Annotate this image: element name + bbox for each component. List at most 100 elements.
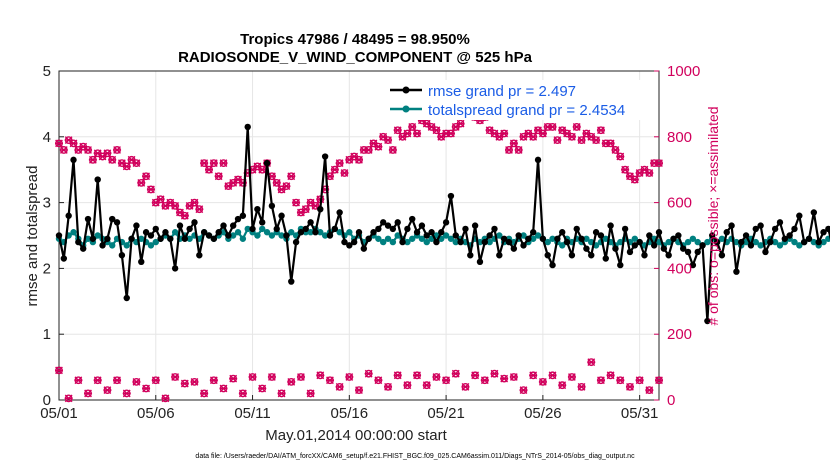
obs-assimilated-point xyxy=(132,159,141,168)
series-point xyxy=(196,252,203,259)
obs-assimilated-point xyxy=(84,389,93,398)
series-point xyxy=(200,229,208,236)
obs-assimilated-point xyxy=(88,155,97,164)
obs-assimilated-point xyxy=(616,376,625,385)
series-point xyxy=(694,238,701,246)
series-point xyxy=(138,258,145,266)
x-tick-label: 05/31 xyxy=(621,405,659,422)
obs-assimilated-point xyxy=(611,146,620,154)
series-point xyxy=(428,229,435,236)
series-point xyxy=(244,225,251,233)
legend-rmse-marker xyxy=(402,86,410,94)
obs-assimilated-point xyxy=(137,178,146,187)
series-point xyxy=(404,225,411,233)
series-point xyxy=(496,252,503,259)
obs-assimilated-point xyxy=(442,376,451,385)
obs-assimilated-point xyxy=(84,146,93,154)
obs-assimilated-point xyxy=(630,175,639,184)
x-tick-label: 05/26 xyxy=(524,405,562,422)
series-point xyxy=(534,232,542,239)
series-point xyxy=(113,219,121,226)
obs-assimilated-point xyxy=(587,358,596,367)
obs-assimilated-point xyxy=(113,376,122,385)
obs-assimilated-point xyxy=(142,172,151,181)
obs-assimilated-point xyxy=(500,374,509,383)
obs-assimilated-point xyxy=(529,132,538,141)
obs-assimilated-point xyxy=(553,136,562,144)
x-tick-label: 05/21 xyxy=(427,405,465,422)
series-point xyxy=(94,232,101,239)
series-point xyxy=(675,232,682,239)
y-axis-right-label: # of obs: o=possible; ×=assimilated xyxy=(705,106,721,325)
obs-assimilated-point xyxy=(384,136,393,144)
series-point xyxy=(118,252,126,259)
x-tick-label: 05/01 xyxy=(40,405,78,422)
series-point xyxy=(757,222,764,229)
obs-assimilated-point xyxy=(205,165,213,174)
series-point xyxy=(597,232,605,239)
obs-assimilated-point xyxy=(408,123,417,131)
series-point xyxy=(588,252,595,259)
series-point xyxy=(288,229,295,236)
series-point xyxy=(491,225,498,233)
series-point xyxy=(360,245,368,252)
series-point xyxy=(336,209,343,216)
obs-assimilated-point xyxy=(403,129,412,138)
series-point xyxy=(413,229,421,236)
y-left-tick-label: 1 xyxy=(43,326,51,343)
obs-assimilated-point xyxy=(103,149,112,158)
series-point xyxy=(307,229,314,236)
series-point xyxy=(573,225,580,233)
series-point xyxy=(796,212,803,219)
series-point xyxy=(471,222,479,229)
series-point xyxy=(704,238,711,246)
obs-assimilated-point xyxy=(577,136,586,144)
obs-assimilated-point xyxy=(509,139,518,148)
series-point xyxy=(718,252,726,259)
obs-assimilated-point xyxy=(364,146,373,154)
series-point xyxy=(670,235,677,242)
obs-assimilated-point xyxy=(200,159,209,168)
obs-assimilated-point xyxy=(335,382,344,391)
series-point xyxy=(171,265,179,272)
series-point xyxy=(418,235,426,242)
series-point xyxy=(684,238,692,246)
series-point xyxy=(767,238,774,246)
series-point xyxy=(452,232,459,239)
obs-assimilated-point xyxy=(306,389,315,398)
series-point xyxy=(70,229,77,236)
chart-title-line2: RADIOSONDE_V_WIND_COMPONENT @ 525 hPa xyxy=(178,49,533,66)
series-point xyxy=(505,238,513,246)
series-point xyxy=(583,235,590,242)
obs-assimilated-point xyxy=(364,369,373,378)
series-point xyxy=(389,238,397,246)
obs-assimilated-point xyxy=(209,376,218,385)
obs-assimilated-point xyxy=(422,381,431,390)
obs-assimilated-point xyxy=(592,136,601,144)
obs-assimilated-point xyxy=(519,386,528,395)
series-point xyxy=(578,235,585,242)
series-point xyxy=(234,229,242,236)
series-point xyxy=(84,215,92,223)
series-point xyxy=(317,229,324,236)
series-point xyxy=(733,238,740,246)
obs-assimilated-point xyxy=(505,146,513,154)
obs-assimilated-point xyxy=(548,123,557,131)
series-point xyxy=(123,294,130,302)
series-point xyxy=(379,219,387,226)
series-point xyxy=(563,238,571,246)
series-point xyxy=(423,232,430,239)
obs-assimilated-point xyxy=(292,198,301,207)
series-point xyxy=(442,232,450,239)
obs-assimilated-point xyxy=(190,198,199,207)
obs-assimilated-point xyxy=(156,195,165,204)
legend-spread-label: totalspread grand pr = 2.4534 xyxy=(428,102,625,119)
x-tick-label: 05/06 xyxy=(137,405,175,422)
obs-assimilated-point xyxy=(214,172,223,181)
series-point xyxy=(123,242,130,249)
obs-assimilated-point xyxy=(621,165,630,174)
y-right-tick-label: 600 xyxy=(667,195,692,212)
series-point xyxy=(389,225,397,233)
series-point xyxy=(167,235,174,242)
series-point xyxy=(142,229,150,236)
